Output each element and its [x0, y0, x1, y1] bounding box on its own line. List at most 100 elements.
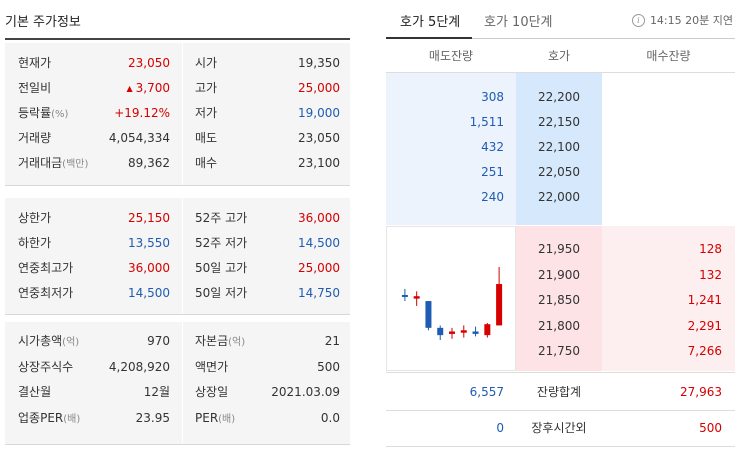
order-book-header: 매도잔량 호가 매수잔량: [386, 40, 735, 73]
info-label: 자본금(억): [195, 329, 245, 355]
candle-body: [449, 331, 455, 334]
info-value: 36,000: [298, 211, 340, 225]
info-value: 500: [317, 359, 340, 374]
bid-qty: 128: [699, 242, 722, 256]
info-value-text: 14,500: [128, 286, 170, 300]
ask-qty: 432: [481, 140, 504, 154]
info-row: 연중최고가 36,000 50일 고가 25,000: [5, 256, 350, 280]
info-label-text: 저가: [195, 106, 218, 120]
info-label-unit: (배): [63, 413, 81, 425]
info-label-text: 시가총액: [18, 334, 63, 348]
mini-candlestick-chart: [386, 226, 516, 371]
info-label-text: 50일 고가: [195, 261, 248, 275]
info-row: 상한가 25,150 52주 고가 36,000: [5, 206, 350, 230]
info-row: 전일비 ▲ 3,700 고가 25,000: [5, 76, 350, 100]
bid-qty: 7,266: [687, 344, 722, 358]
info-value-text: 36,000: [128, 261, 170, 275]
info-label: 52주 저가: [195, 231, 247, 257]
info-label-text: 매수: [195, 156, 218, 170]
info-row: 결산월 12월 상장일 2021.03.09: [5, 380, 350, 404]
info-value-text: 4,054,334: [108, 131, 170, 145]
info-value-text: 4,208,920: [108, 359, 170, 374]
info-label: 50일 저가: [195, 281, 247, 307]
info-value: +19.12%: [114, 101, 170, 125]
info-label: 50일 고가: [195, 256, 247, 282]
info-value: 970: [147, 329, 170, 353]
info-label-text: PER: [195, 410, 219, 425]
ask-price: 22,200: [538, 90, 580, 104]
info-label: 하한가: [18, 231, 51, 257]
after-hours-row: 0 장후시간외 500: [386, 410, 735, 446]
bid-price: 21,900: [538, 267, 580, 282]
candle-body: [425, 301, 432, 328]
ask-qty-area: [386, 73, 516, 225]
info-row: 연중최저가 14,500 50일 저가 14,750: [5, 281, 350, 305]
info-label-text: 거래량: [18, 131, 52, 145]
info-label: 매수: [195, 151, 217, 177]
bid-qty: 132: [699, 267, 722, 282]
total-label: 잔량합계: [536, 385, 582, 399]
order-book-divider: [386, 410, 735, 411]
info-label-text: 자본금: [195, 334, 229, 348]
tab-10-level[interactable]: 호가 10단계: [484, 15, 553, 30]
delay-time-text: 14:15 20분 지연: [649, 14, 733, 27]
ask-row: 251 22,050: [386, 160, 735, 185]
ask-price: 22,050: [538, 165, 580, 179]
after-hours-sell-qty: 0: [496, 421, 504, 435]
info-label-unit: (억): [228, 337, 246, 348]
info-label-text: 고가: [195, 81, 218, 95]
info-label-unit: (백만): [62, 159, 89, 170]
info-value: 25,150: [128, 206, 170, 230]
info-section-range: 상한가 25,150 52주 고가 36,000 하한가 13,550 52주 저가 14,5…: [5, 198, 350, 314]
candle-body: [496, 284, 503, 326]
info-label: 거래량: [18, 126, 51, 152]
order-book-divider: [386, 446, 735, 447]
info-row: 시가총액(억) 970 자본금(억) 21: [5, 329, 350, 353]
info-label-text: 거래대금: [18, 156, 63, 170]
info-label-text: 상장일: [195, 385, 229, 399]
info-row: 거래량 4,054,334 매도 23,050: [5, 126, 350, 150]
info-label: 거래대금(백만): [18, 151, 88, 177]
info-label-text: 하한가: [18, 236, 52, 250]
info-label: 연중최저가: [18, 281, 73, 307]
ask-qty: 251: [481, 165, 504, 179]
panel-title: 기본 주가정보: [5, 15, 81, 30]
ask-row: 432 22,100: [386, 135, 735, 160]
info-label-text: 매도: [195, 131, 218, 145]
info-label-text: 시가: [195, 56, 218, 70]
info-row: 현재가 23,050 시가 19,350: [5, 51, 350, 75]
bid-row: 21,850 1,241: [386, 288, 735, 313]
info-value-text: 23,050: [128, 56, 170, 70]
delay-info: i 14:15 20분 지연: [631, 12, 733, 28]
info-label-text: 전일비: [18, 81, 52, 95]
info-value: 2021.03.09: [271, 385, 340, 399]
bid-price: 21,800: [538, 318, 580, 333]
info-label: 52주 고가: [195, 206, 247, 232]
info-section-company: 시가총액(억) 970 자본금(억) 21 상장주식수 4,208,920 액면가 500 결산…: [5, 322, 350, 444]
info-icon[interactable]: i: [631, 14, 645, 27]
info-label-text: 52주 저가: [195, 236, 248, 250]
candle-body: [460, 330, 467, 333]
ask-row: 240 22,000: [386, 185, 735, 210]
info-row: 상장주식수 4,208,920 액면가 500: [5, 355, 350, 379]
info-value-text: 25,150: [128, 211, 170, 225]
bid-price: 21,850: [538, 293, 580, 307]
candle-body: [401, 294, 408, 297]
total-remaining-row: 6,557 잔량합계 27,963: [386, 374, 735, 410]
bid-price-area: [516, 226, 602, 371]
candle-body: [413, 296, 420, 299]
ask-price-area: [516, 73, 602, 225]
info-label-text: 등락률: [18, 106, 52, 120]
info-value-text: +19.12%: [114, 106, 170, 120]
ask-qty: 1,511: [469, 115, 504, 129]
info-label: 시가: [195, 51, 217, 77]
info-value: 14,500: [128, 281, 170, 305]
info-label: 상한가: [18, 206, 51, 232]
info-value: 12월: [144, 380, 170, 404]
up-arrow-icon: ▲: [126, 84, 133, 93]
info-row: 거래대금(백만) 89,362 매수 23,100: [5, 151, 350, 175]
info-value: 19,350: [298, 56, 340, 70]
tab-5-level[interactable]: 호가 5단계: [400, 15, 461, 30]
bid-qty: 1,241: [687, 293, 722, 307]
candle-body: [472, 331, 479, 334]
